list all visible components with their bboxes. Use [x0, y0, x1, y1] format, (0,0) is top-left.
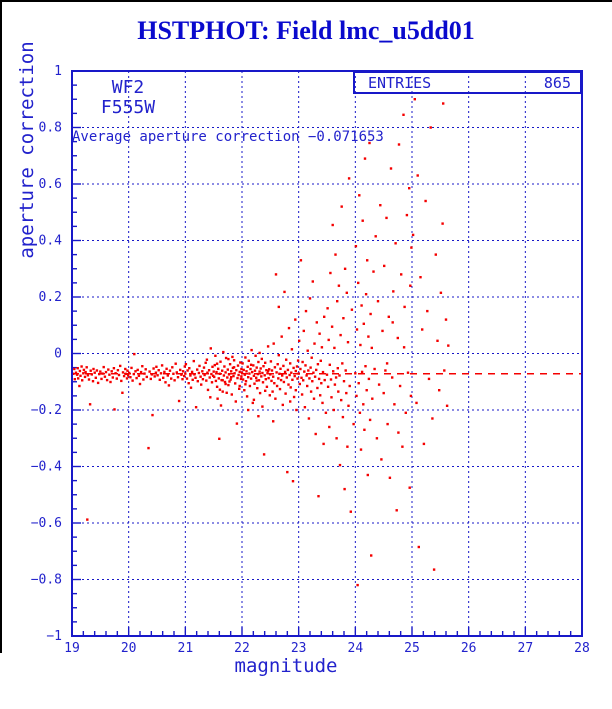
window-frame-left — [0, 0, 2, 653]
x-tick-label: 27 — [518, 641, 534, 656]
x-tick-label: 20 — [121, 641, 137, 656]
plot-border — [71, 70, 583, 637]
x-axis-title: magnitude — [234, 655, 338, 677]
y-tick-label: −0.6 — [31, 516, 62, 531]
x-tick-label: 19 — [64, 641, 80, 656]
x-tick-label: 26 — [461, 641, 477, 656]
y-tick-label: −0.4 — [31, 460, 62, 475]
y-tick-label: 1 — [54, 64, 62, 79]
x-tick-label: 23 — [291, 641, 307, 656]
y-axis-title: aperture correction — [16, 41, 38, 259]
x-tick-label: 22 — [234, 641, 250, 656]
x-tick-label: 25 — [404, 641, 420, 656]
average-annotation: Average aperture correction −0.071653 — [72, 129, 384, 145]
y-tick-label: 0.2 — [39, 290, 62, 305]
y-tick-label: 0.8 — [39, 121, 62, 136]
y-tick-label: −0.8 — [31, 573, 62, 588]
y-tick-label: −0.2 — [31, 403, 62, 418]
legend-box: ENTRIES 865 — [353, 71, 582, 94]
legend-entries-label: ENTRIES — [368, 73, 432, 92]
scatter-points — [71, 98, 450, 587]
y-tick-label: 0.6 — [39, 177, 62, 192]
window-frame-top — [0, 0, 612, 2]
x-tick-label: 28 — [574, 641, 590, 656]
legend-entries-value: 865 — [543, 73, 571, 92]
filter-label: F555W — [100, 97, 156, 118]
y-tick-label: 0.4 — [39, 234, 63, 249]
x-tick-labels: 19 20 21 22 23 24 25 26 27 28 — [64, 641, 590, 656]
detector-label: WF2 — [111, 77, 145, 98]
x-tick-label: 21 — [178, 641, 194, 656]
y-tick-label: −1 — [46, 629, 62, 644]
x-tick-label: 24 — [348, 641, 364, 656]
page-title: HSTPHOT: Field lmc_u5dd01 — [137, 16, 475, 45]
y-tick-labels: 1 0.8 0.6 0.4 0.2 0 −0.2 −0.4 −0.6 −0.8 −1 — [31, 64, 62, 644]
y-tick-label: 0 — [54, 347, 62, 362]
grid-lines — [72, 71, 582, 636]
